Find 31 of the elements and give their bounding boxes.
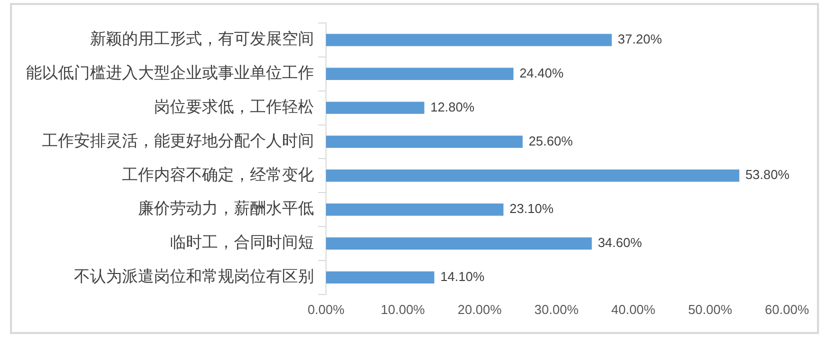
data-label: 23.10%	[509, 201, 554, 216]
bar	[326, 136, 523, 148]
bar	[326, 203, 504, 216]
data-label: 24.40%	[519, 65, 564, 80]
y-tick-label: 工作安排灵活，能更好地分配个人时间	[42, 130, 314, 150]
bar	[326, 68, 514, 80]
y-tick-label: 临时工，合同时间短	[170, 232, 314, 252]
x-tick-label: 0.00%	[308, 302, 345, 317]
y-tick-label: 不认为派遣岗位和常规岗位有区别	[74, 266, 314, 286]
data-label: 53.80%	[745, 167, 790, 182]
x-tick-label: 40.00%	[611, 302, 656, 317]
x-tick-label: 30.00%	[534, 302, 579, 317]
data-label: 12.80%	[430, 99, 475, 114]
x-tick-label: 10.00%	[380, 302, 426, 317]
bar	[326, 170, 740, 182]
x-tick-label: 60.00%	[764, 302, 810, 317]
bar	[326, 271, 434, 284]
y-tick-label: 廉价劳动力，薪酬水平低	[138, 198, 314, 218]
data-label: 14.10%	[440, 269, 485, 284]
data-label: 34.60%	[598, 235, 642, 250]
bar	[326, 237, 592, 250]
x-tick-label: 20.00%	[458, 302, 502, 317]
data-label: 37.20%	[618, 32, 662, 47]
x-tick-label: 50.00%	[688, 302, 733, 317]
y-tick-label: 新颖的用工形式，有可发展空间	[90, 29, 314, 48]
y-tick-label: 岗位要求低，工作轻松	[154, 96, 314, 116]
y-tick-label: 工作内容不确定，经常变化	[122, 164, 314, 184]
bar	[326, 102, 424, 114]
data-label: 25.60%	[528, 133, 574, 148]
y-tick-label: 能以低门槛进入大型企业或事业单位工作	[26, 63, 314, 82]
bar	[326, 34, 612, 46]
